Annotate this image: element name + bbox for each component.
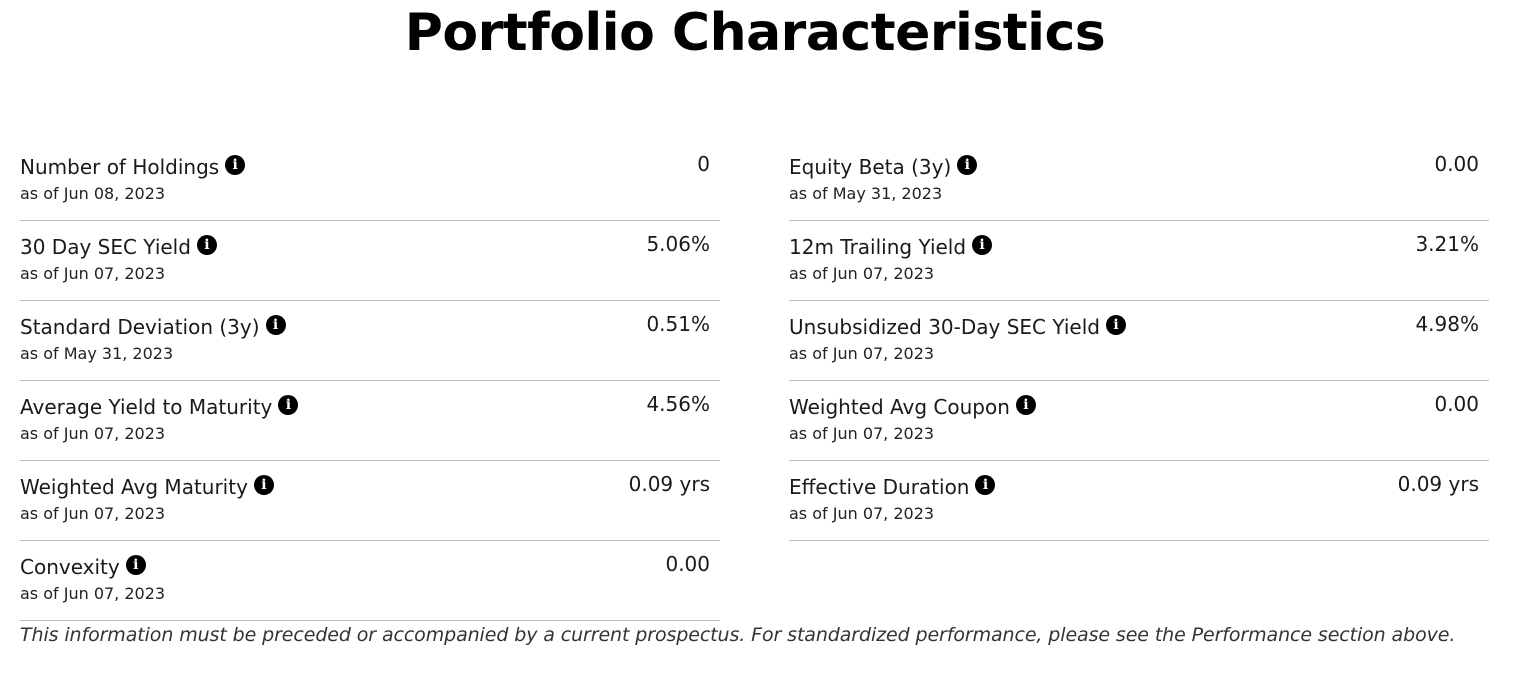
as-of-date: as of Jun 07, 2023 (20, 264, 166, 283)
info-icon[interactable]: i (225, 155, 246, 175)
info-icon[interactable]: i (253, 475, 274, 495)
as-of-date: as of Jun 07, 2023 (789, 504, 935, 523)
as-of-date: as of Jun 07, 2023 (789, 264, 935, 283)
info-icon[interactable]: i (1105, 315, 1126, 335)
page-title: Portfolio Characteristics (404, 3, 1106, 63)
characteristic-value: 0.00 (1434, 152, 1479, 176)
info-icon[interactable]: i (972, 235, 993, 255)
characteristic-row: Average Yield to Maturity i as of Jun 07… (20, 381, 720, 461)
as-of-date: as of Jun 07, 2023 (20, 424, 166, 443)
characteristic-row: Standard Deviation (3y) i as of May 31, … (20, 301, 720, 381)
as-of-date: as of Jun 07, 2023 (20, 584, 166, 603)
characteristic-label: 12m Trailing Yield (789, 235, 967, 259)
characteristic-value: 0.00 (665, 552, 710, 576)
as-of-date: as of Jun 07, 2023 (789, 424, 935, 443)
characteristic-label: Convexity (20, 555, 120, 579)
characteristic-row: 30 Day SEC Yield i as of Jun 07, 2023 5.… (20, 221, 720, 301)
characteristic-label: Number of Holdings (20, 155, 220, 179)
characteristic-value: 5.06% (646, 232, 710, 256)
prospectus-disclaimer: This information must be preceded or acc… (20, 624, 1456, 646)
characteristics-right-column: Equity Beta (3y) i as of May 31, 2023 0.… (789, 141, 1489, 541)
characteristic-label: Unsubsidized 30-Day SEC Yield (789, 315, 1100, 339)
characteristic-value: 0.00 (1434, 392, 1479, 416)
characteristic-row: Equity Beta (3y) i as of May 31, 2023 0.… (789, 141, 1489, 221)
characteristic-value: 4.98% (1415, 312, 1479, 336)
info-icon[interactable]: i (278, 395, 299, 415)
as-of-date: as of Jun 07, 2023 (20, 504, 166, 523)
info-icon[interactable]: i (196, 235, 217, 255)
info-icon[interactable]: i (265, 315, 286, 335)
characteristic-label: Weighted Avg Coupon (789, 395, 1010, 419)
characteristic-label: Standard Deviation (3y) (20, 315, 260, 339)
characteristic-row: Weighted Avg Maturity i as of Jun 07, 20… (20, 461, 720, 541)
characteristic-value: 3.21% (1415, 232, 1479, 256)
characteristic-row: Unsubsidized 30-Day SEC Yield i as of Ju… (789, 301, 1489, 381)
characteristic-label: Equity Beta (3y) (789, 155, 952, 179)
characteristic-row: Effective Duration i as of Jun 07, 2023 … (789, 461, 1489, 541)
characteristic-label: Average Yield to Maturity (20, 395, 273, 419)
characteristic-value: 0.09 yrs (1397, 472, 1479, 496)
info-icon[interactable]: i (1015, 395, 1036, 415)
characteristic-value: 0.09 yrs (628, 472, 710, 496)
characteristic-value: 0 (697, 152, 710, 176)
as-of-date: as of Jun 08, 2023 (20, 184, 166, 203)
as-of-date: as of May 31, 2023 (20, 344, 174, 363)
as-of-date: as of Jun 07, 2023 (789, 344, 935, 363)
info-icon[interactable]: i (957, 155, 978, 175)
characteristic-label: 30 Day SEC Yield (20, 235, 191, 259)
as-of-date: as of May 31, 2023 (789, 184, 943, 203)
characteristics-left-column: Number of Holdings i as of Jun 08, 2023 … (20, 141, 720, 621)
characteristic-value: 4.56% (646, 392, 710, 416)
characteristic-row: Number of Holdings i as of Jun 08, 2023 … (20, 141, 720, 221)
characteristic-row: Convexity i as of Jun 07, 2023 0.00 (20, 541, 720, 621)
info-icon[interactable]: i (975, 475, 996, 495)
characteristic-row: 12m Trailing Yield i as of Jun 07, 2023 … (789, 221, 1489, 301)
characteristic-value: 0.51% (646, 312, 710, 336)
info-icon[interactable]: i (125, 555, 146, 575)
characteristic-label: Effective Duration (789, 475, 970, 499)
characteristic-label: Weighted Avg Maturity (20, 475, 248, 499)
characteristic-row: Weighted Avg Coupon i as of Jun 07, 2023… (789, 381, 1489, 461)
